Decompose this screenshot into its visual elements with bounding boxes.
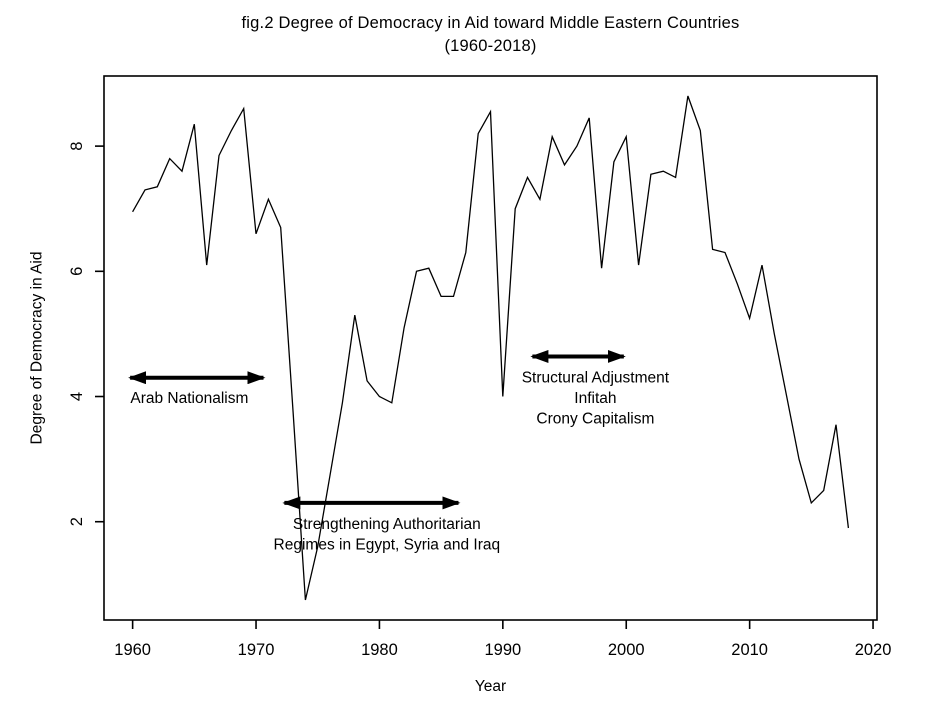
y-tick-label: 4 [68, 392, 86, 401]
y-tick-label: 8 [68, 142, 86, 151]
plot-border [103, 75, 878, 621]
structural-adjustment-infitah-label: Structural Adjustment [522, 370, 670, 387]
x-tick-label: 2000 [608, 641, 645, 659]
structural-adjustment-infitah-label: Infitah [574, 390, 616, 407]
chart-title: fig.2 Degree of Democracy in Aid toward … [241, 14, 740, 32]
x-tick-label: 1980 [361, 641, 398, 659]
x-tick-label: 1970 [238, 641, 275, 659]
y-tick-label: 2 [68, 517, 86, 526]
democracy-aid-series-line [132, 95, 850, 601]
strengthening-authoritarian-regimes-label: Strengthening Authoritarian [293, 516, 481, 533]
arab-nationalism-label: Arab Nationalism [130, 390, 248, 407]
x-tick-label: 1990 [484, 641, 521, 659]
x-tick-label: 1960 [114, 641, 151, 659]
x-axis-label: Year [474, 678, 507, 695]
strengthening-authoritarian-regimes-label: Regimes in Egypt, Syria and Iraq [274, 537, 501, 554]
x-tick-label: 2020 [855, 641, 892, 659]
chart-subtitle: (1960-2018) [444, 37, 537, 55]
x-tick-label: 2010 [731, 641, 768, 659]
y-tick-label: 6 [68, 267, 86, 276]
structural-adjustment-infitah-label: Crony Capitalism [536, 411, 654, 428]
